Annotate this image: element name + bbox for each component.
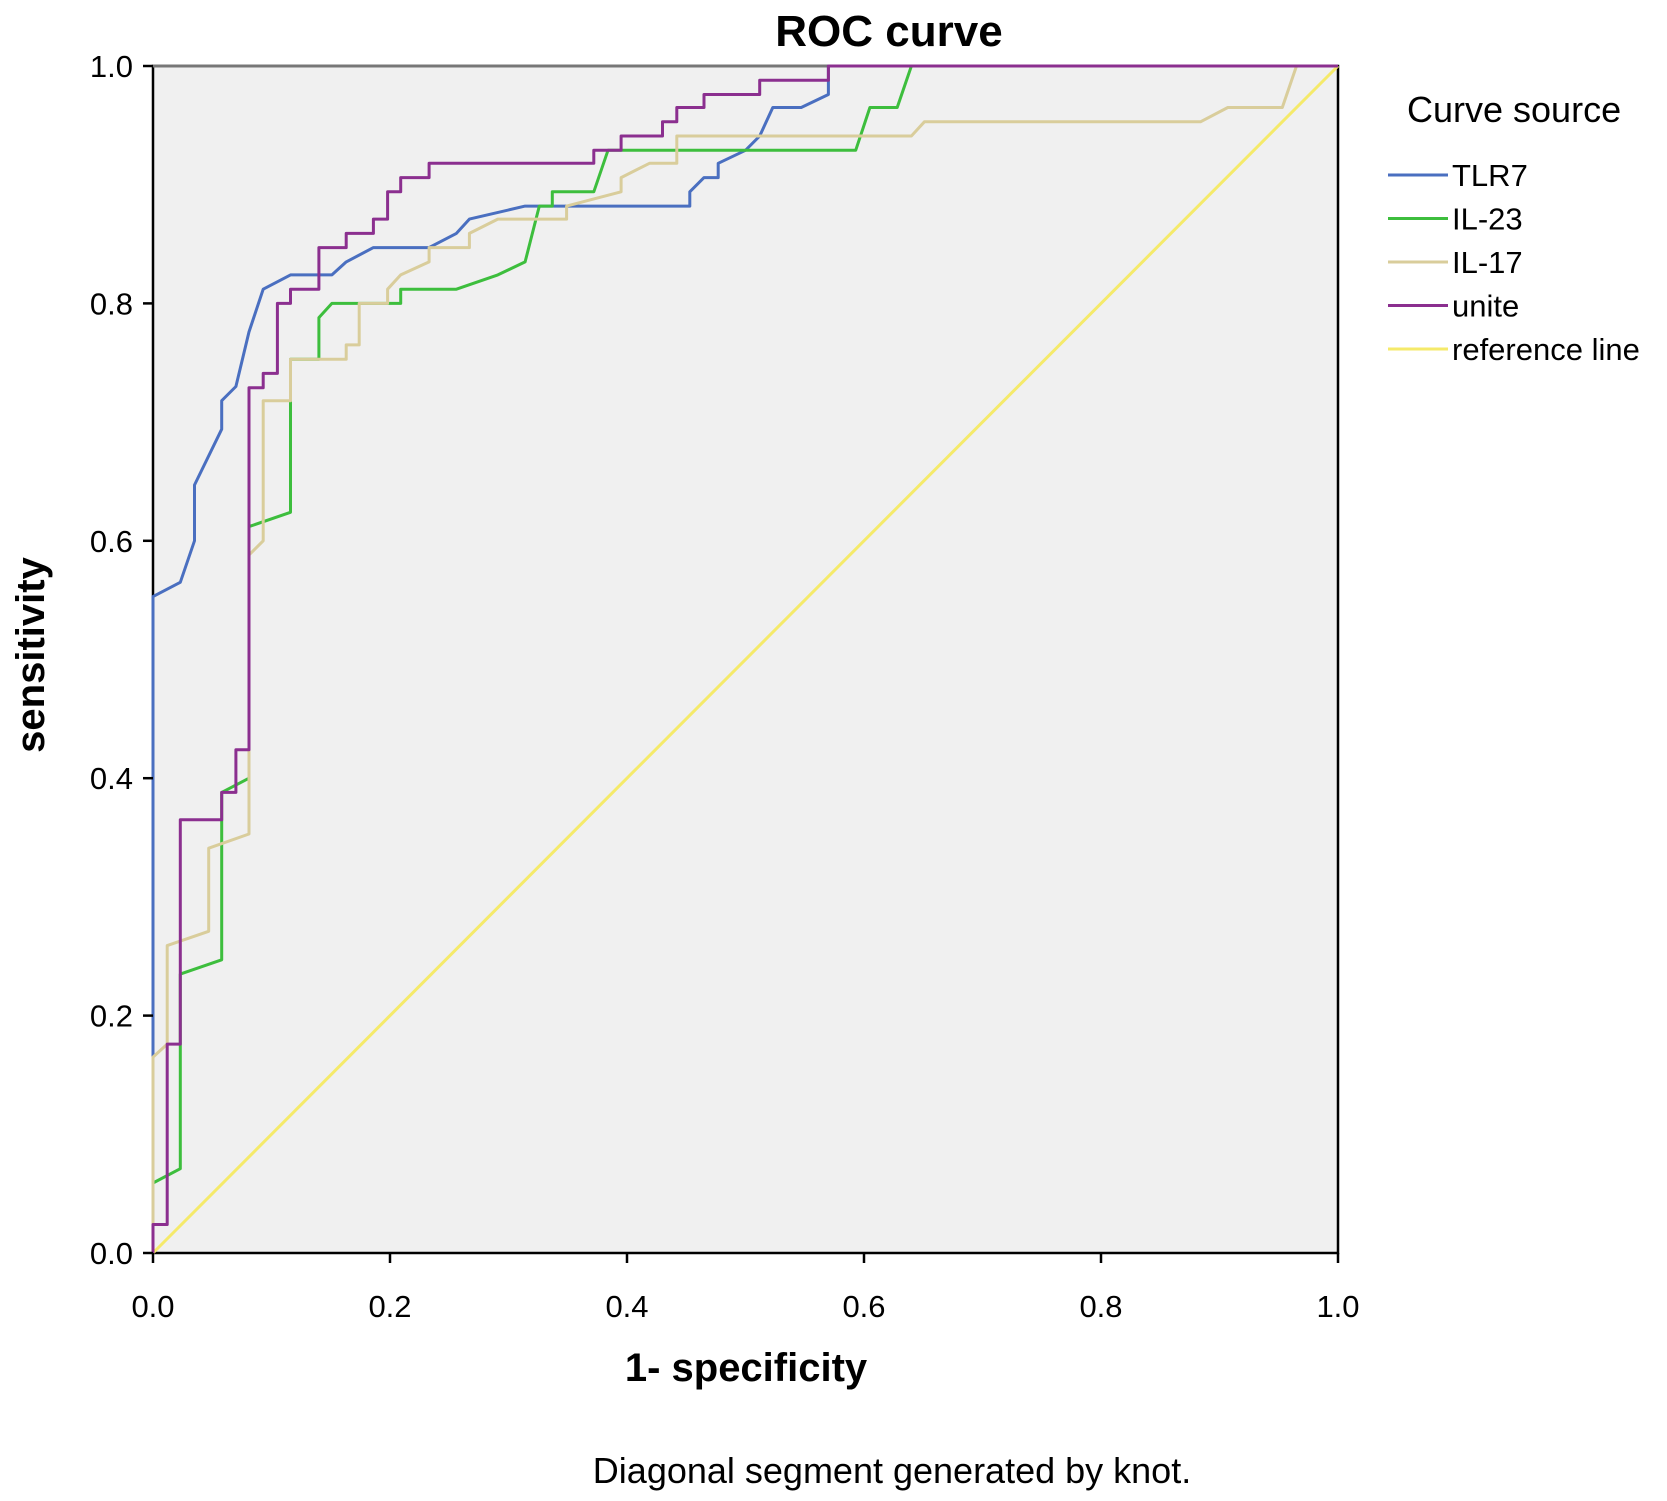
legend-label-unite: unite (1452, 289, 1519, 324)
x-axis-title: 1- specificity (625, 1346, 868, 1390)
series-line-reference-line (151, 64, 1340, 1255)
legend-label-reference-line: reference line (1452, 332, 1640, 367)
x-tick-label: 0.8 (1079, 1289, 1122, 1324)
footnote: Diagonal segment generated by knot. (593, 1450, 1191, 1491)
x-axis: 0.0 0.2 0.4 0.6 0.8 1.0 (131, 1253, 1360, 1324)
x-tick-label: 0.0 (131, 1289, 174, 1324)
y-tick-label: 0.8 (90, 286, 133, 321)
y-axis: 0.0 0.2 0.4 0.6 0.8 1.0 (90, 49, 153, 1271)
chart-title: ROC curve (775, 7, 1002, 56)
series-layer (151, 64, 1340, 1255)
series-line-il-23 (151, 64, 1338, 1253)
series-line-tlr7 (151, 64, 1338, 1253)
y-axis-title: sensitivity (9, 556, 53, 752)
y-tick-label: 1.0 (90, 49, 133, 84)
y-tick-label: 0.2 (90, 999, 133, 1034)
x-tick-label: 0.4 (605, 1289, 648, 1324)
series-line-unite (151, 64, 1338, 1253)
legend-label-il-23: IL-23 (1452, 202, 1523, 237)
x-tick-label: 1.0 (1316, 1289, 1359, 1324)
legend-label-il-17: IL-17 (1452, 245, 1523, 280)
legend-title: Curve source (1407, 89, 1621, 130)
y-tick-label: 0.4 (90, 761, 133, 796)
legend-label-tlr7: TLR7 (1452, 158, 1528, 193)
x-tick-label: 0.2 (368, 1289, 411, 1324)
legend: TLR7 IL-23 IL-17 unite reference line (1388, 158, 1640, 367)
y-tick-label: 0.6 (90, 524, 133, 559)
series-line-il-17 (151, 64, 1338, 1253)
x-tick-label: 0.6 (842, 1289, 885, 1324)
y-tick-label: 0.0 (90, 1236, 133, 1271)
